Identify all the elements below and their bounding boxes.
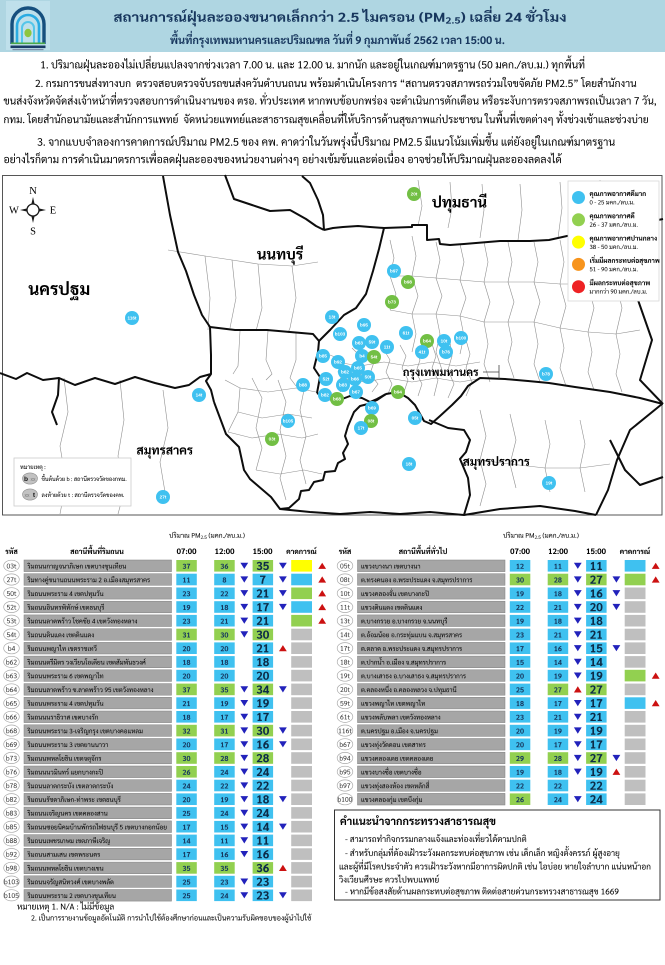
svg-text:b78: b78 (542, 372, 550, 377)
svg-text:10t: 10t (441, 339, 448, 344)
svg-text:b98: b98 (404, 280, 412, 285)
svg-text:E: E (50, 206, 56, 217)
svg-text:b83: b83 (339, 383, 347, 388)
svg-text:b65: b65 (354, 366, 362, 371)
svg-text:W: W (9, 206, 19, 217)
svg-text:54t: 54t (371, 355, 378, 360)
svg-text:b62: b62 (341, 370, 349, 375)
svg-text:116t: 116t (128, 316, 137, 321)
svg-text:27t: 27t (160, 495, 167, 500)
svg-text:b97: b97 (390, 269, 398, 274)
svg-text:b4: b4 (359, 354, 365, 359)
svg-text:13t: 13t (329, 315, 336, 320)
svg-text:19t: 19t (546, 481, 553, 486)
svg-text:52t: 52t (323, 377, 330, 382)
svg-text:14t: 14t (196, 393, 203, 398)
svg-text:b88: b88 (299, 383, 307, 388)
svg-text:b64: b64 (423, 339, 431, 344)
svg-text:N: N (29, 186, 37, 197)
svg-text:b67: b67 (352, 390, 360, 395)
svg-text:50t: 50t (365, 375, 372, 380)
svg-text:41t: 41t (419, 350, 426, 355)
svg-text:18t: 18t (406, 462, 413, 467)
svg-text:xx: xx (25, 493, 31, 499)
svg-text:11t: 11t (384, 345, 391, 350)
svg-text:b76: b76 (442, 350, 450, 355)
svg-text:b100: b100 (456, 336, 467, 341)
svg-text:05t: 05t (412, 416, 419, 421)
svg-text:b94: b94 (394, 390, 402, 395)
svg-text:08t: 08t (368, 419, 375, 424)
svg-text:59t: 59t (369, 340, 376, 345)
svg-text:b92: b92 (334, 360, 342, 365)
svg-text:b105: b105 (283, 419, 294, 424)
svg-text:b73: b73 (388, 300, 396, 305)
svg-text:61t: 61t (403, 331, 410, 336)
svg-text:b: b (24, 476, 28, 483)
svg-text:b68: b68 (333, 397, 341, 402)
svg-text:b103: b103 (335, 332, 346, 337)
svg-text:b95: b95 (360, 323, 368, 328)
svg-text:b63: b63 (355, 341, 363, 346)
svg-text:xx: xx (31, 477, 37, 483)
svg-text:t: t (33, 492, 36, 499)
svg-text:20t: 20t (411, 192, 418, 197)
svg-text:17t: 17t (358, 426, 365, 431)
svg-text:b85: b85 (319, 354, 327, 359)
svg-text:b66: b66 (351, 377, 359, 382)
svg-text:b69: b69 (368, 406, 376, 411)
svg-text:03t: 03t (269, 437, 276, 442)
svg-text:S: S (30, 227, 36, 238)
svg-text:b82: b82 (321, 393, 329, 398)
